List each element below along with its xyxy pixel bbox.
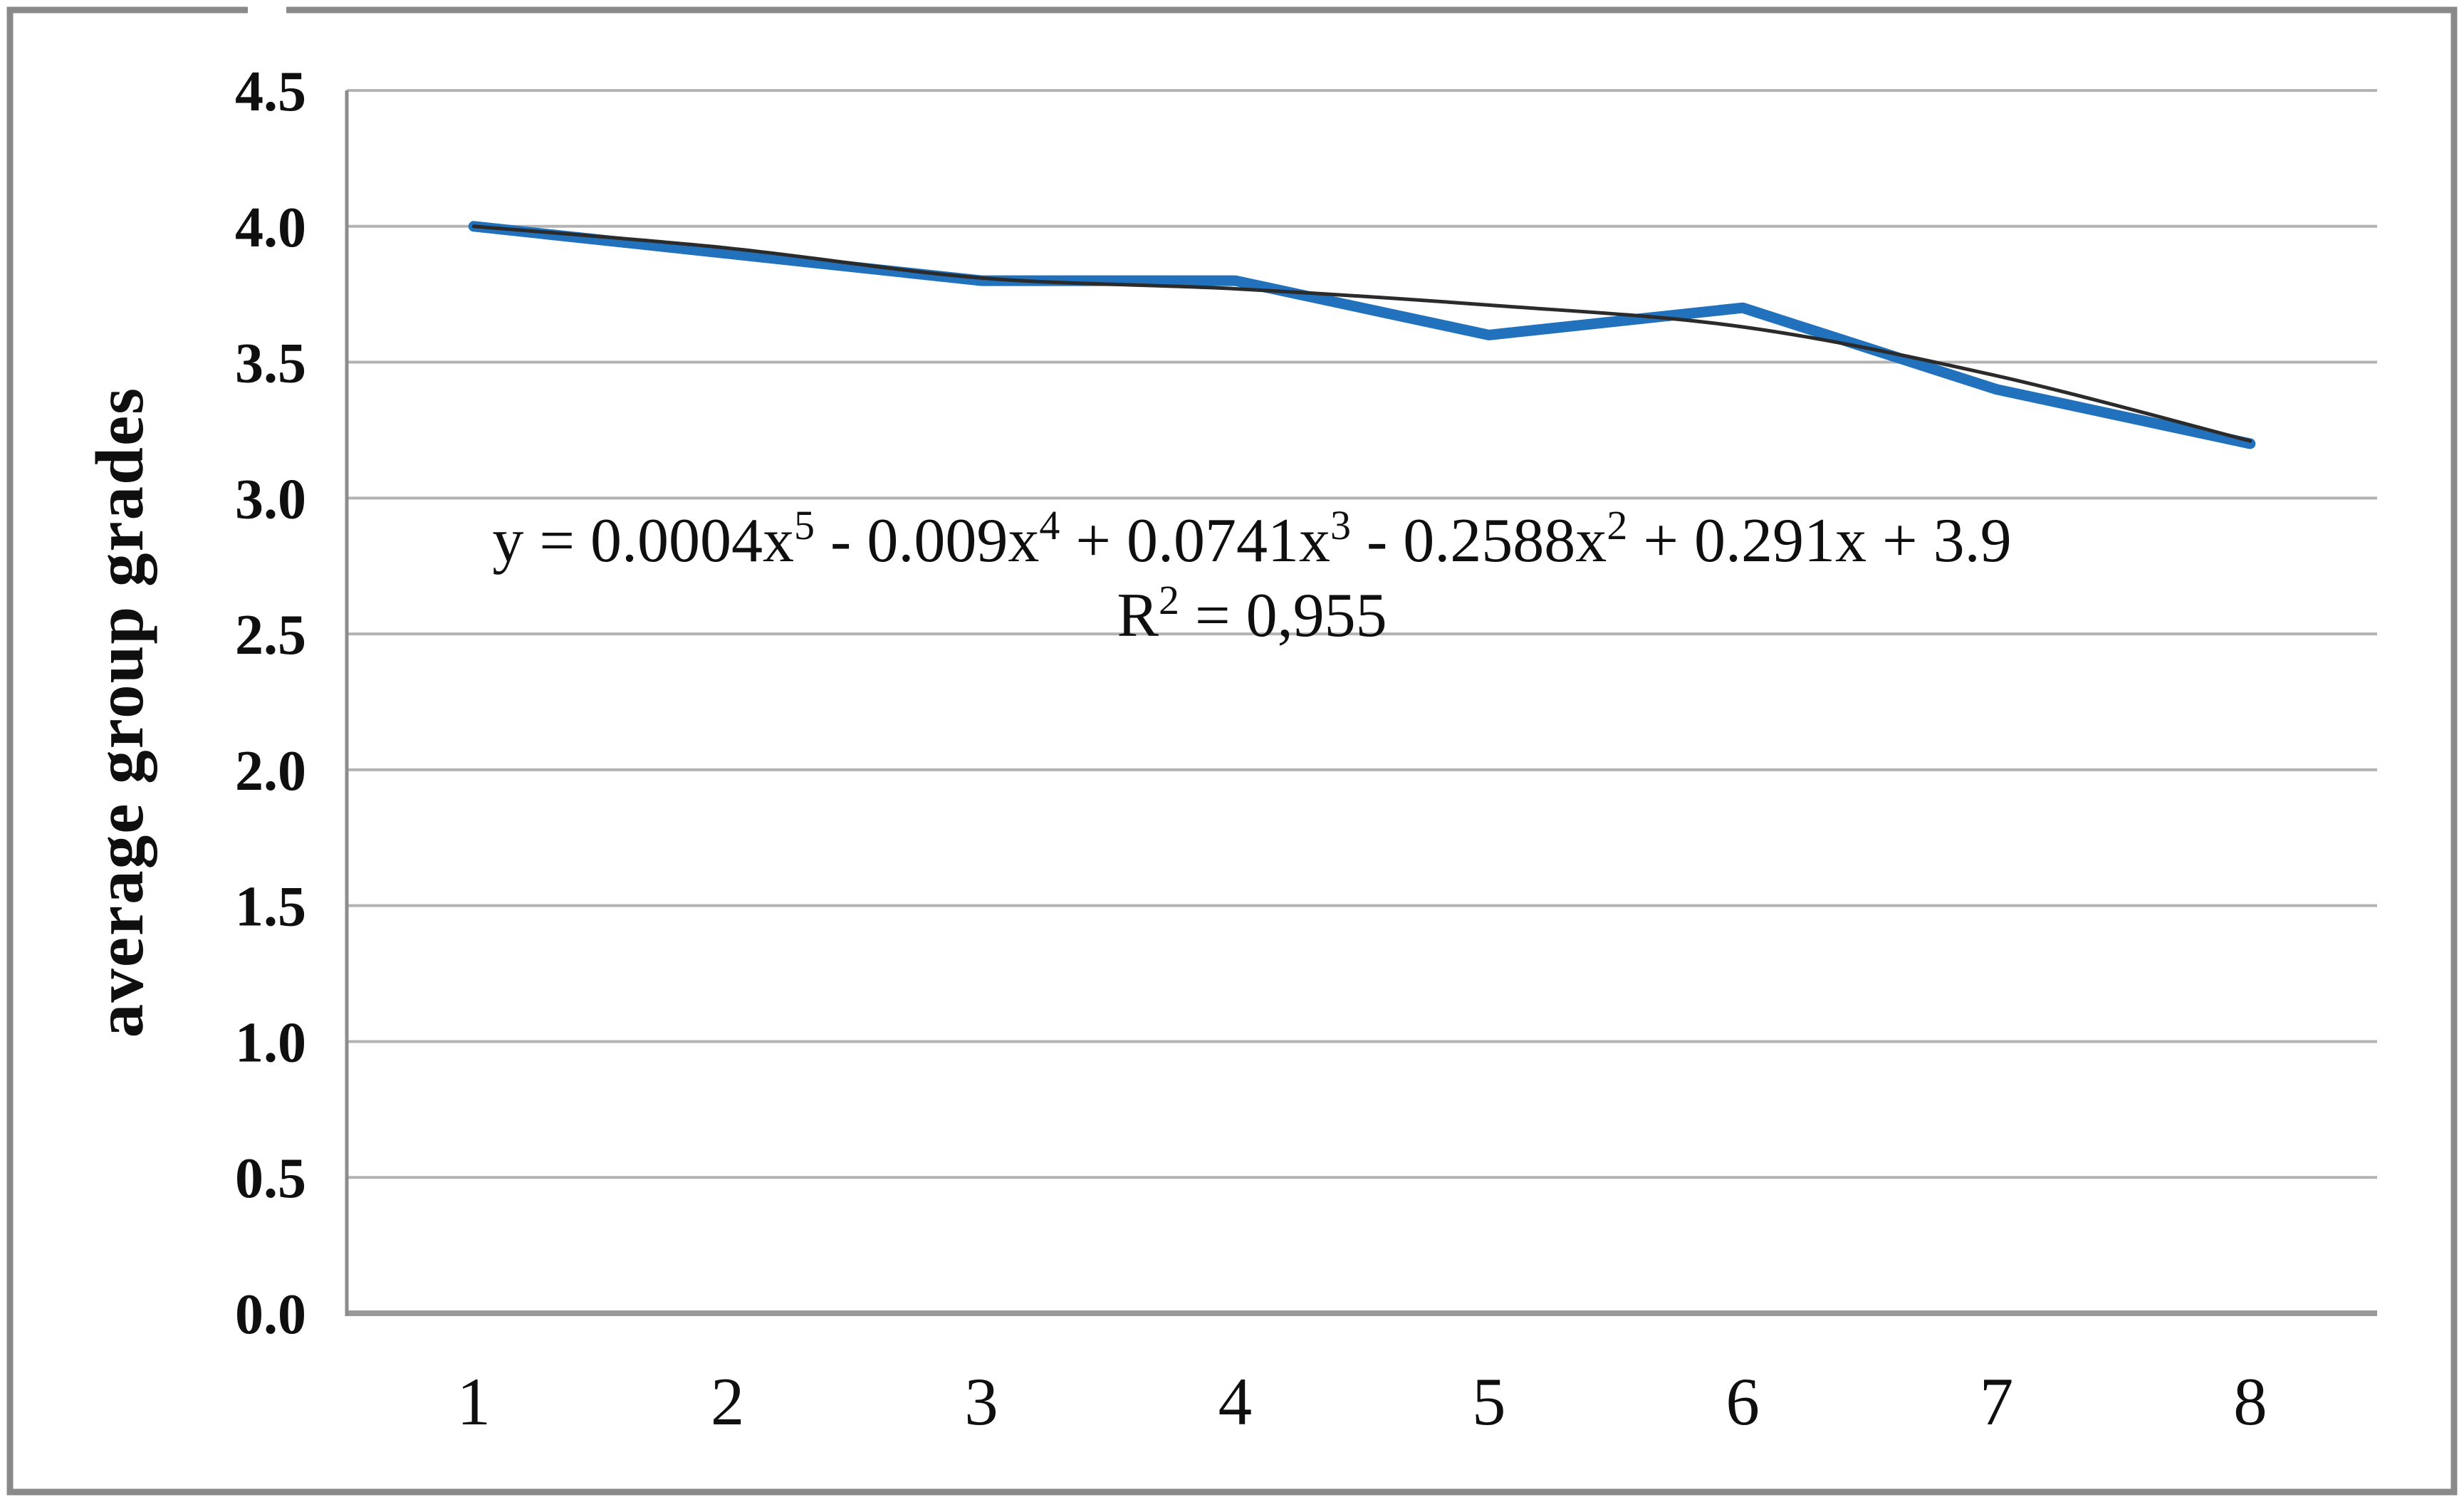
r-squared-value: R2 = 0,955 (1117, 577, 1387, 650)
x-tick-label-4: 4 (1218, 1364, 1253, 1439)
y-tick-label-4.0: 4.0 (235, 197, 306, 259)
data-series-line (468, 221, 2256, 449)
y-axis-title: average group grades (82, 387, 157, 1038)
series-lines-group (468, 221, 2256, 449)
y-tick-label-3.5: 3.5 (235, 333, 306, 395)
y-tick-label-1.0: 1.0 (235, 1011, 306, 1074)
x-tick-label-8: 8 (2233, 1364, 2267, 1439)
x-tick-label-5: 5 (1472, 1364, 1506, 1439)
figure-border (6, 6, 2458, 1496)
trendline-curve (471, 224, 2252, 443)
y-tick-label-3.0: 3.0 (235, 468, 306, 531)
x-tick-label-1: 1 (456, 1364, 491, 1439)
border-notch-artifact (248, 0, 286, 33)
trendline-equation: y = 0.0004x5 - 0.009x4 + 0.0741x3 - 0.25… (492, 502, 2011, 575)
trendline-equation-group: y = 0.0004x5 - 0.009x4 + 0.0741x3 - 0.25… (492, 502, 2011, 650)
y-tick-label-4.5: 4.5 (235, 61, 306, 123)
y-tick-label-0.0: 0.0 (235, 1283, 306, 1346)
x-tick-label-7: 7 (1980, 1364, 2014, 1439)
gridlines-group (347, 89, 2377, 1316)
y-tick-label-1.5: 1.5 (235, 876, 306, 939)
y-tick-label-0.5: 0.5 (235, 1147, 306, 1210)
y-tick-label-2.0: 2.0 (235, 740, 306, 803)
x-tick-label-2: 2 (711, 1364, 745, 1439)
x-tick-label-6: 6 (1726, 1364, 1760, 1439)
y-tick-label-2.5: 2.5 (235, 604, 306, 667)
x-tick-labels-group: 1 2 3 4 5 6 7 8 (456, 1364, 2267, 1439)
x-tick-label-3: 3 (964, 1364, 998, 1439)
y-tick-labels-group: 4.5 4.0 3.5 3.0 2.5 2.0 1.5 1.0 0.5 0.0 (235, 61, 306, 1346)
